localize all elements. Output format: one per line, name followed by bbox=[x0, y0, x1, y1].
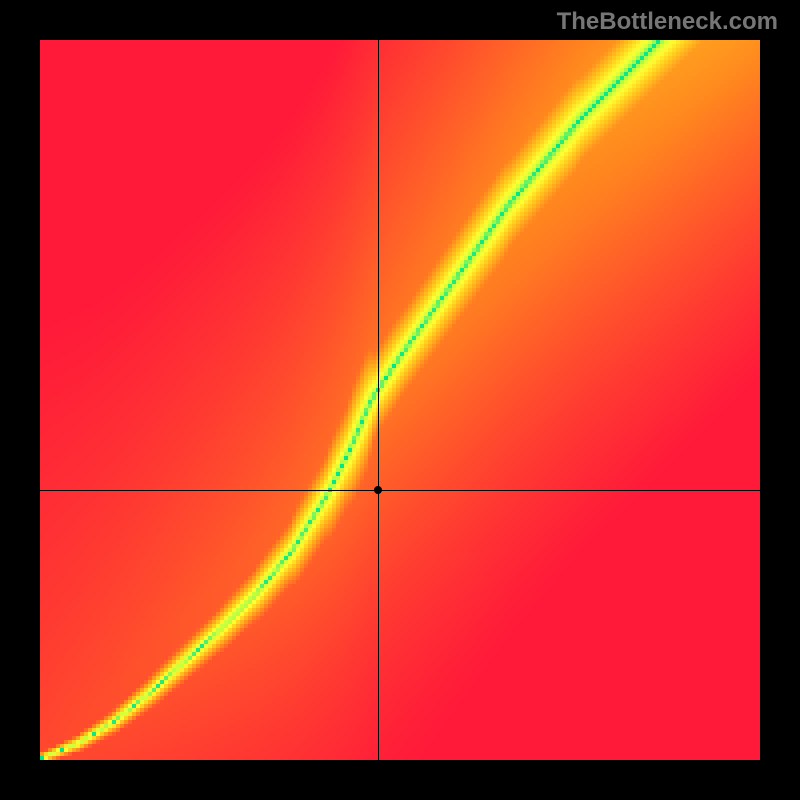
bottleneck-heatmap bbox=[40, 40, 760, 760]
frame: TheBottleneck.com bbox=[0, 0, 800, 800]
heatmap-canvas bbox=[40, 40, 760, 760]
watermark-text: TheBottleneck.com bbox=[557, 8, 778, 36]
crosshair-vertical bbox=[378, 40, 379, 760]
crosshair-marker bbox=[374, 486, 382, 494]
crosshair-horizontal bbox=[40, 490, 760, 491]
